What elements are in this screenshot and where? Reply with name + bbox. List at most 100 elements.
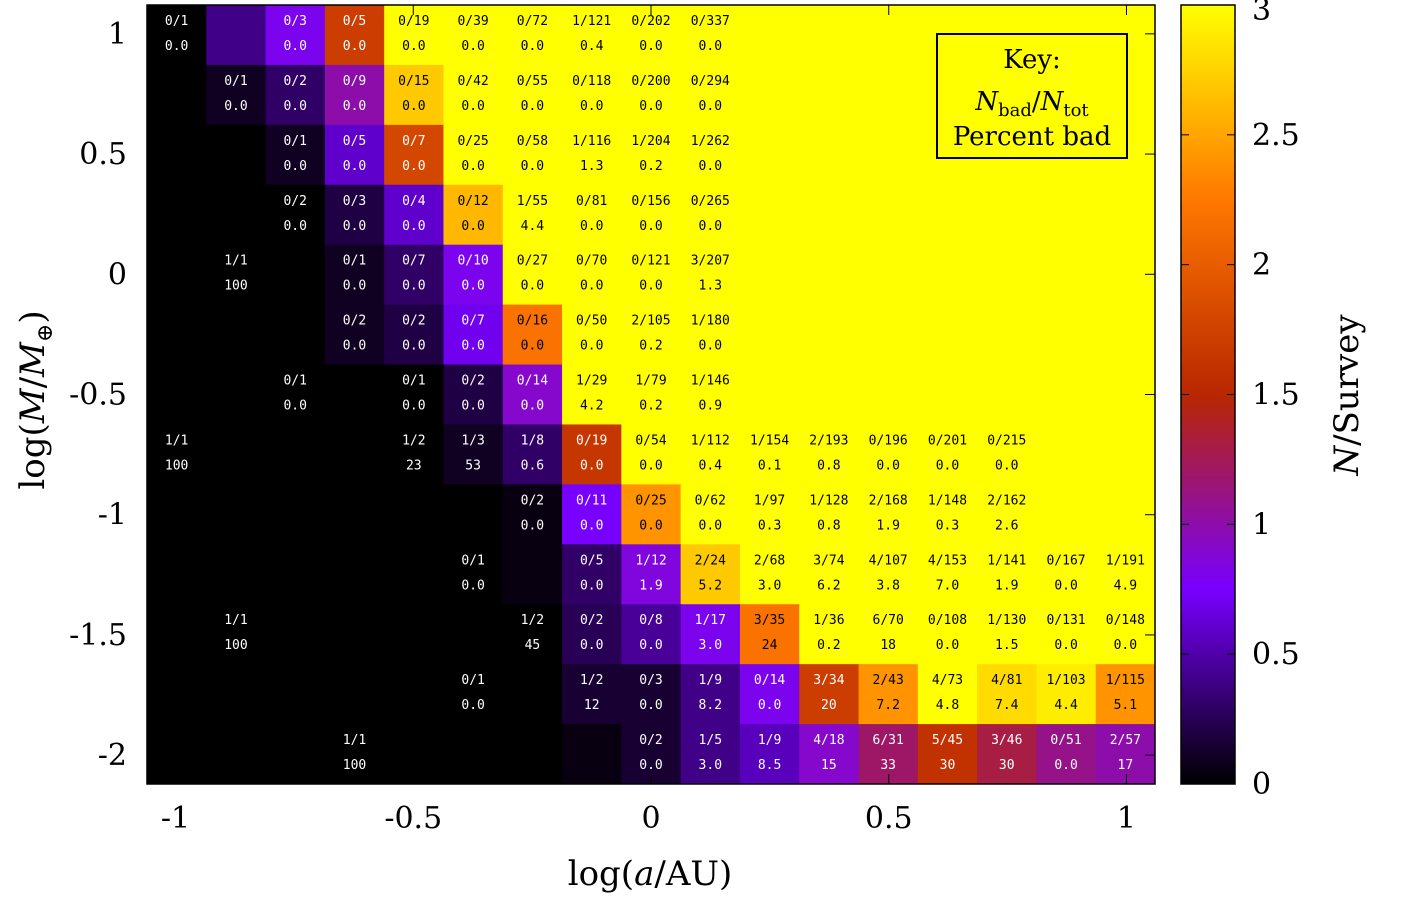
cell-percent-label: 4.2	[580, 399, 603, 414]
heatmap-cell	[206, 544, 267, 605]
heatmap-cell	[799, 724, 860, 785]
cell-percent-label: 0.0	[521, 279, 544, 294]
cell-percent-label: 30	[999, 758, 1015, 773]
heatmap-cell	[977, 724, 1037, 785]
axes: -1 -0.5 0 0.5 1 1 0.5 0 -0.5 -1 -1.5 -2	[69, 4, 1156, 836]
cell-percent-label: 0.0	[283, 219, 306, 234]
cell-count-label: 3/74	[813, 553, 844, 568]
colorbar-tick-label: 1.5	[1252, 378, 1300, 413]
colorbar	[1180, 4, 1236, 785]
cell-percent-label: 1.3	[580, 159, 603, 174]
cell-percent-label: 100	[343, 758, 366, 773]
heatmap-cell	[562, 664, 622, 725]
cell-count-label: 2/24	[695, 553, 726, 568]
cell-count-label: 0/167	[1046, 553, 1085, 568]
cell-count-label: 2/57	[1110, 733, 1141, 748]
cell-percent-label: 0.0	[995, 458, 1018, 473]
cell-count-label: 0/4	[402, 194, 426, 209]
cell-count-label: 0/2	[639, 733, 662, 748]
cell-count-label: 0/58	[517, 134, 548, 149]
cell-percent-label: 0.0	[521, 399, 544, 414]
heatmap-cell	[562, 184, 622, 246]
y-tick-label: 1	[108, 17, 127, 52]
heatmap-cell	[502, 124, 563, 186]
cell-percent-label: 0.0	[521, 518, 544, 533]
cell-percent-label: 0.0	[580, 458, 603, 473]
heatmap-cell	[680, 484, 741, 545]
cell-count-label: 0/39	[457, 14, 488, 29]
cell-percent-label: 0.0	[461, 279, 484, 294]
heatmap-cell	[265, 604, 326, 665]
cell-count-label: 2/68	[754, 553, 785, 568]
cell-count-label: 0/50	[576, 314, 607, 329]
cell-count-label: 2/105	[631, 314, 670, 329]
cell-percent-label: 33	[880, 758, 896, 773]
cell-percent-label: 1.3	[699, 279, 722, 294]
cell-count-label: 3/46	[991, 733, 1022, 748]
cell-count-label: 0/2	[402, 314, 425, 329]
cell-count-label: 4/18	[813, 733, 844, 748]
heatmap-cell	[384, 5, 444, 66]
cell-percent-label: 0.0	[402, 219, 425, 234]
cell-count-label: 0/5	[580, 553, 603, 568]
cell-percent-label: 0.3	[758, 518, 781, 533]
cell-percent-label: 18	[880, 638, 896, 653]
cell-count-label: 6/70	[873, 613, 904, 628]
cell-count-label: 0/7	[402, 134, 425, 149]
cell-percent-label: 0.0	[461, 698, 484, 713]
heatmap-cell	[384, 244, 444, 306]
colorbar-title: N/Survey	[1327, 314, 1367, 477]
cell-percent-label: 0.0	[461, 219, 484, 234]
heatmap-cell	[680, 304, 741, 366]
heatmap-cell	[147, 244, 207, 306]
cell-count-label: 1/141	[987, 553, 1026, 568]
heatmap-cell	[621, 664, 682, 725]
cell-percent-label: 0.0	[461, 578, 484, 593]
cell-percent-label: 0.2	[639, 339, 662, 354]
cell-percent-label: 0.0	[699, 339, 722, 354]
cell-percent-label: 2.6	[995, 518, 1018, 533]
cell-percent-label: 0.0	[1114, 638, 1137, 653]
cell-percent-label: 1.9	[639, 578, 662, 593]
y-tick-label: -1	[98, 498, 127, 533]
heatmap-cell	[502, 184, 563, 246]
cell-percent-label: 0.6	[521, 458, 544, 473]
cell-count-label: 0/1	[224, 74, 247, 89]
heatmap-cell	[621, 604, 682, 665]
heatmap-cell	[1095, 724, 1156, 785]
heatmap-cell	[562, 724, 622, 785]
cell-percent-label: 0.0	[580, 279, 603, 294]
cell-percent-label: 30	[940, 758, 956, 773]
cell-count-label: 0/19	[576, 433, 607, 448]
cell-count-label: 0/3	[343, 194, 366, 209]
heatmap-cell	[502, 424, 563, 485]
cell-percent-label: 0.0	[1054, 638, 1077, 653]
cell-count-label: 3/207	[691, 254, 730, 269]
cell-percent-label: 0.0	[699, 99, 722, 114]
heatmap-cell	[977, 424, 1037, 485]
cell-percent-label: 0.3	[936, 518, 959, 533]
cell-percent-label: 0.0	[461, 99, 484, 114]
colorbar-tick-label: 1	[1252, 507, 1271, 542]
cell-count-label: 1/130	[987, 613, 1026, 628]
cell-percent-label: 0.0	[343, 39, 366, 54]
cell-count-label: 0/156	[631, 194, 670, 209]
heatmap-cell	[324, 304, 385, 366]
cell-percent-label: 1.5	[995, 638, 1018, 653]
cell-count-label: 0/1	[461, 553, 484, 568]
cell-percent-label: 3.0	[699, 638, 722, 653]
heatmap-cell	[443, 664, 504, 725]
cell-count-label: 0/15	[398, 74, 429, 89]
heatmap-cell	[739, 544, 800, 605]
cell-count-label: 1/17	[695, 613, 726, 628]
cell-count-label: 1/2	[580, 673, 603, 688]
cell-percent-label: 0.0	[639, 458, 662, 473]
heatmap-cell	[384, 184, 444, 246]
cell-percent-label: 0.0	[936, 638, 959, 653]
heatmap-cell	[265, 5, 326, 66]
cell-count-label: 0/72	[517, 14, 548, 29]
heatmap-cell	[502, 5, 563, 66]
cell-count-label: 0/201	[928, 433, 967, 448]
cell-percent-label: 0.0	[521, 339, 544, 354]
y-tick-label: -1.5	[69, 618, 127, 653]
